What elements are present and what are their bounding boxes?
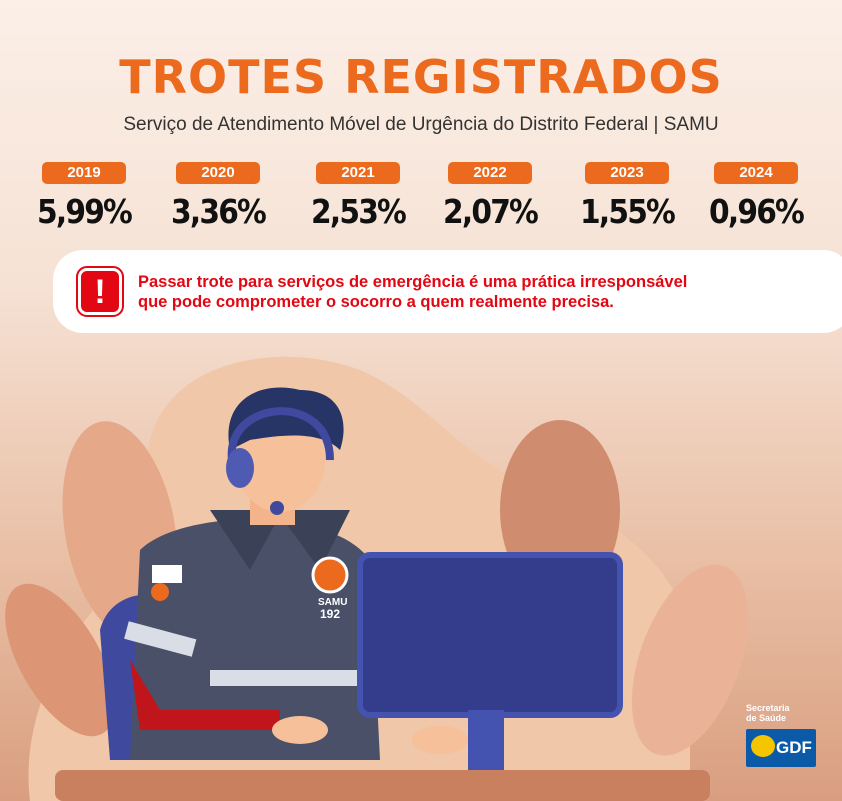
alert-box: ! Passar trote para serviços de emergênc… — [53, 250, 842, 333]
year-pill: 2024 — [714, 162, 798, 184]
stat-2021: 2021 2,53% — [311, 162, 407, 231]
monitor — [357, 552, 623, 718]
alert-line-2: que pode comprometer o socorro a quem re… — [138, 293, 614, 311]
hand — [272, 716, 328, 744]
year-pill: 2021 — [316, 162, 400, 184]
headset-ear — [226, 448, 254, 488]
page-subtitle: Serviço de Atendimento Móvel de Urgência… — [123, 114, 719, 135]
hair — [228, 387, 344, 450]
alert-text: Passar trote para serviços de emergência… — [138, 272, 687, 312]
secretaria-label: Secretaria de Saúde — [746, 703, 790, 723]
stat-value: 3,36% — [170, 192, 267, 231]
tree-icon — [751, 735, 775, 757]
org-line-1: Secretaria — [746, 703, 790, 713]
gdf-logo-text: GDF — [776, 738, 812, 757]
stat-value: 1,55% — [579, 192, 676, 231]
headset-band — [227, 407, 334, 461]
arm-red — [130, 660, 280, 730]
gdf-logo: GDF — [746, 729, 816, 767]
hand-right — [412, 726, 468, 754]
stat-value: 5,99% — [36, 192, 133, 231]
leaf-left-2 — [5, 583, 115, 737]
samu-patch-sleeve — [151, 583, 169, 601]
stat-2024: 2024 0,96% — [709, 162, 805, 231]
stat-2019: 2019 5,99% — [37, 162, 133, 231]
year-pill: 2020 — [176, 162, 260, 184]
reflective-band — [210, 670, 360, 686]
year-pill: 2019 — [42, 162, 126, 184]
page-title: TROTES REGISTRADOS — [119, 50, 723, 104]
samu-chest-logo — [311, 556, 349, 594]
leaf-right-2 — [631, 564, 749, 756]
operator-illustration: SAMU 192 — [5, 356, 749, 801]
stat-value: 2,53% — [310, 192, 407, 231]
year-pill: 2022 — [448, 162, 532, 184]
org-line-2: de Saúde — [746, 713, 787, 723]
samu-label: SAMU — [318, 597, 347, 608]
stat-2022: 2022 2,07% — [443, 162, 539, 231]
year-pill: 2023 — [585, 162, 669, 184]
stat-value: 0,96% — [708, 192, 805, 231]
stat-2020: 2020 3,36% — [171, 162, 267, 231]
headset-mic — [270, 501, 284, 515]
alert-line-1: Passar trote para serviços de emergência… — [138, 273, 688, 291]
exclamation-icon: ! — [76, 266, 124, 317]
flag-patch — [152, 565, 182, 583]
monitor-stand — [468, 710, 504, 770]
stat-2023: 2023 1,55% — [580, 162, 676, 231]
arm-stripe — [124, 621, 197, 657]
stat-value: 2,07% — [442, 192, 539, 231]
samu-number: 192 — [320, 607, 340, 621]
collar — [210, 510, 350, 570]
desk — [55, 770, 710, 801]
